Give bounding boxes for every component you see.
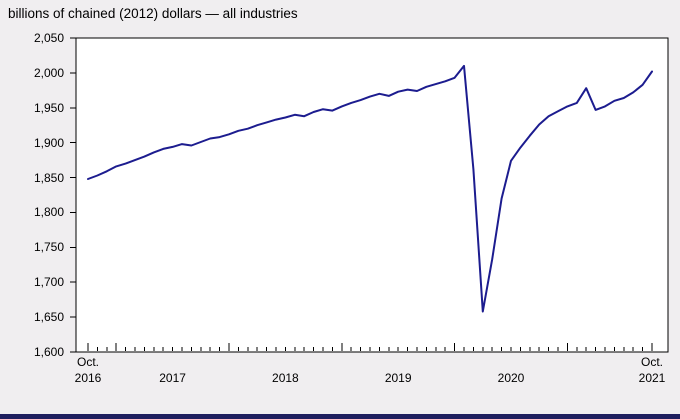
x-year-label: 2020 <box>497 371 525 385</box>
y-tick-label: 1,700 <box>33 275 64 290</box>
y-tick-label: 1,650 <box>33 310 64 325</box>
y-tick-label: 1,800 <box>33 205 64 220</box>
y-tick-label: 2,050 <box>33 31 64 45</box>
x-end-label-month: Oct. <box>640 355 663 369</box>
y-tick-label: 1,950 <box>33 100 64 115</box>
x-year-label: 2017 <box>159 371 186 385</box>
plot-area <box>75 37 669 353</box>
x-end-label-year: 2016 <box>74 371 102 385</box>
x-year-label: 2018 <box>272 371 299 385</box>
y-tick-label: 2,000 <box>33 65 64 80</box>
x-year-label: 2019 <box>384 371 412 385</box>
footer-bar <box>0 414 680 419</box>
y-tick-label: 1,850 <box>33 170 64 185</box>
gdp-series-line <box>87 64 653 313</box>
x-end-label-month: Oct. <box>76 355 99 369</box>
x-end-label-year: 2021 <box>638 371 666 385</box>
chart-title: billions of chained (2012) dollars — all… <box>8 6 298 21</box>
y-tick-label: 1,600 <box>33 345 64 359</box>
y-tick-label: 1,750 <box>33 240 64 255</box>
y-tick-label: 1,900 <box>33 135 64 150</box>
